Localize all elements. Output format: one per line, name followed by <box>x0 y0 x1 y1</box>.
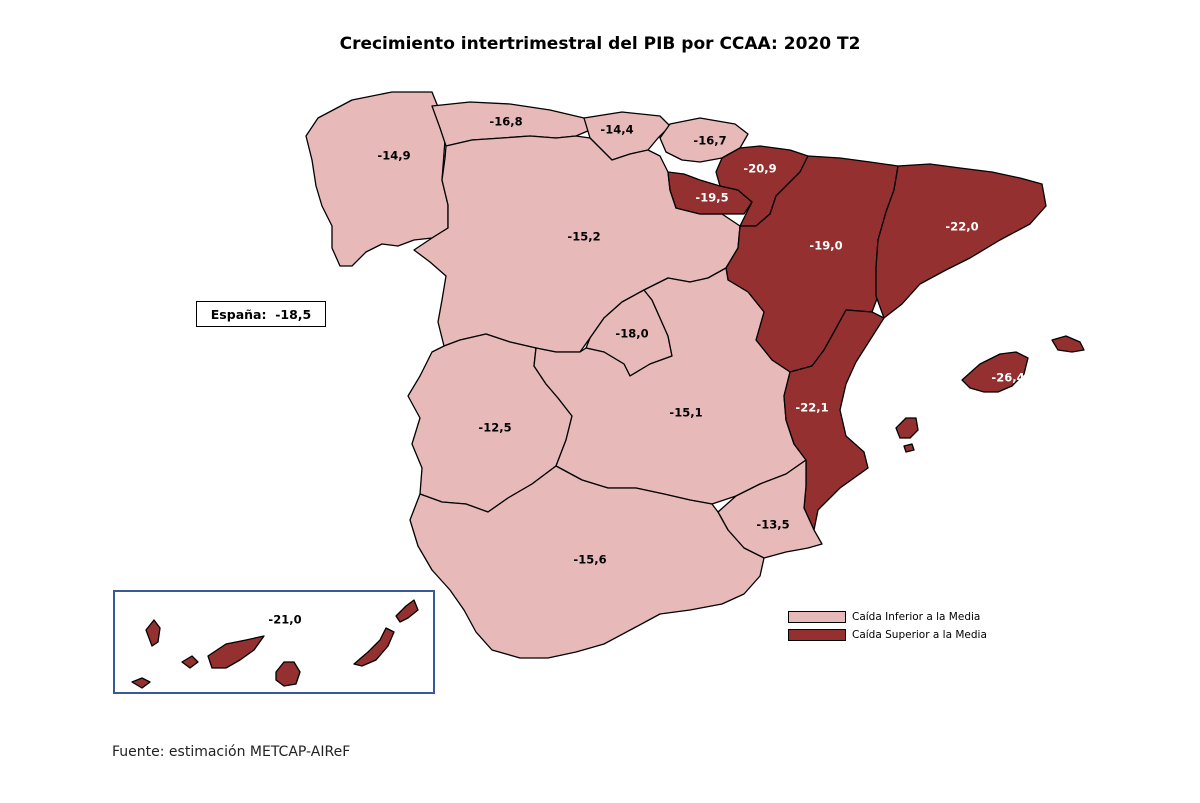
region-comunidad-valenciana[interactable] <box>783 309 885 531</box>
spain-value: -18,5 <box>275 306 312 322</box>
region-baleares-menorca[interactable] <box>1051 335 1085 353</box>
region-canarias-el-hierro[interactable] <box>131 677 151 689</box>
region-canarias-fuerteventura[interactable] <box>353 627 395 667</box>
region-cataluna[interactable] <box>875 163 1047 319</box>
region-canarias-lanzarote[interactable] <box>395 599 419 623</box>
label-murcia: -13,5 <box>756 518 789 532</box>
region-canarias-la-palma[interactable] <box>145 619 161 647</box>
label-galicia: -14,9 <box>377 149 410 163</box>
legend-item-high: Caída Superior a la Media <box>788 626 987 644</box>
legend-swatch-high <box>788 629 846 641</box>
legend-swatch-low <box>788 611 846 623</box>
label-asturias: -16,8 <box>489 115 522 129</box>
legend-label-low: Caída Inferior a la Media <box>852 611 981 623</box>
region-baleares-ibiza[interactable] <box>895 417 919 439</box>
map-title: Crecimiento intertrimestral del PIB por … <box>339 34 861 54</box>
region-canarias-tenerife[interactable] <box>207 635 265 669</box>
label-navarra: -20,9 <box>743 162 776 176</box>
label-aragon: -19,0 <box>809 239 842 253</box>
spain-label: España: <box>210 306 267 322</box>
region-la-rioja[interactable] <box>667 171 753 215</box>
label-extremadura: -12,5 <box>478 421 511 435</box>
region-andalucia[interactable] <box>409 465 765 659</box>
spain-average-box: España: -18,5 <box>196 301 326 327</box>
label-castilla-y-leon: -15,2 <box>567 230 600 244</box>
label-comunidad-valenciana: -22,1 <box>795 401 828 415</box>
region-canarias-la-gomera[interactable] <box>181 655 199 669</box>
region-baleares[interactable] <box>961 351 1029 393</box>
region-galicia[interactable] <box>305 91 449 267</box>
region-baleares-formentera[interactable] <box>903 443 915 453</box>
label-canarias: -21,0 <box>268 613 301 627</box>
label-pais-vasco: -16,7 <box>693 134 726 148</box>
label-baleares: -26,4 <box>991 371 1024 385</box>
source-note: Fuente: estimación METCAP-AIReF <box>112 744 351 760</box>
label-castilla-la-mancha: -15,1 <box>669 406 702 420</box>
label-madrid: -18,0 <box>615 327 648 341</box>
region-canarias-gran-canaria[interactable] <box>275 661 301 687</box>
legend-item-low: Caída Inferior a la Media <box>788 608 987 626</box>
label-cantabria: -14,4 <box>600 123 633 137</box>
legend-label-high: Caída Superior a la Media <box>852 629 987 641</box>
legend: Caída Inferior a la Media Caída Superior… <box>788 608 987 644</box>
label-la-rioja: -19,5 <box>695 191 728 205</box>
label-cataluna: -22,0 <box>945 220 978 234</box>
label-andalucia: -15,6 <box>573 553 606 567</box>
